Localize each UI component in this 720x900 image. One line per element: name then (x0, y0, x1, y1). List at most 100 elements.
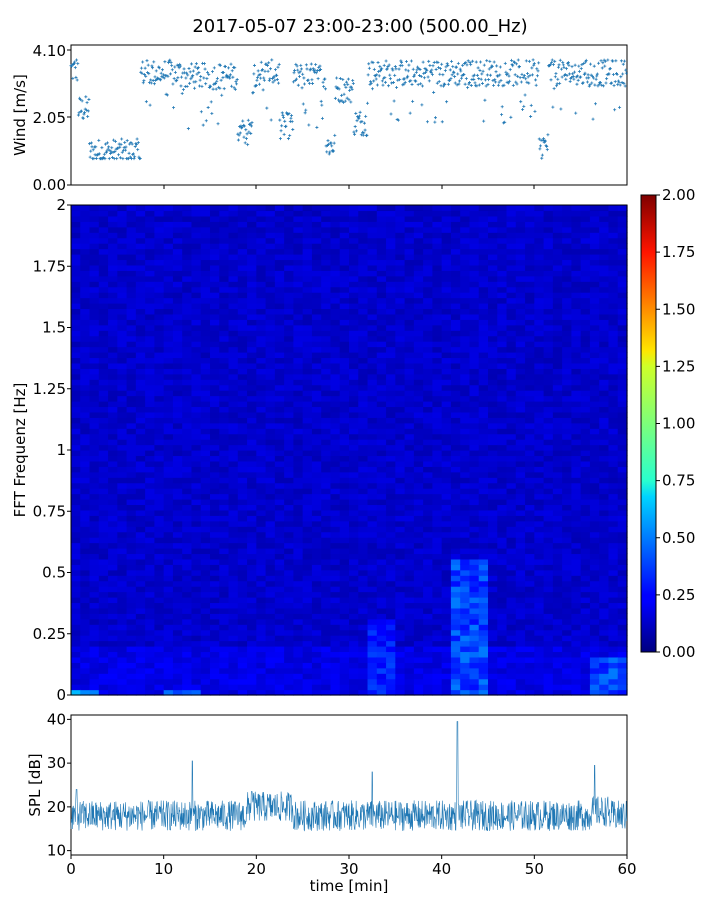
wind-point (88, 155, 92, 159)
wind-point (601, 61, 605, 65)
spectrogram-cell (210, 477, 220, 484)
spectrogram-cell (367, 313, 378, 320)
spectrogram-cell (349, 591, 359, 598)
wind-point (240, 125, 244, 129)
spectrogram-cell (80, 303, 91, 310)
spectrogram-cell (117, 275, 128, 282)
spectrogram-cell (386, 384, 396, 391)
spectrogram-cell (478, 586, 489, 593)
spectrogram-cell (450, 607, 461, 614)
spectrogram-cell (358, 401, 369, 408)
wind-point (186, 127, 190, 131)
spectrogram-cell (145, 607, 155, 614)
spectrogram-cell (469, 232, 480, 239)
spectrogram-cell (423, 281, 433, 288)
spectrogram-cell (376, 618, 387, 625)
spectrogram-cell (302, 341, 313, 348)
spectrogram-cell (321, 646, 332, 653)
spectrogram-cell (247, 275, 257, 282)
spectrogram-cell (71, 319, 81, 326)
spectrogram-cell (367, 558, 378, 565)
spectrogram-cell (311, 221, 322, 228)
spectrogram-cell (321, 341, 332, 348)
spectrogram-cell (117, 607, 128, 614)
spectrogram-cell (200, 335, 211, 342)
spectrogram-cell (423, 471, 433, 478)
spectrogram-cell (71, 591, 81, 598)
wind-point (311, 67, 315, 71)
spectrogram-cell (367, 226, 378, 233)
spectrogram-cell (478, 569, 489, 576)
spectrogram-cell (478, 341, 489, 348)
spectrogram-cell (237, 379, 248, 386)
spectrogram-cell (247, 243, 257, 250)
spectrogram-cell (126, 221, 137, 228)
wind-point (537, 61, 541, 65)
spectrogram-cell (358, 362, 369, 369)
wind-point (456, 72, 460, 76)
spectrogram-cell (339, 651, 350, 658)
spectrogram-cell (265, 352, 276, 359)
spectrogram-cell (108, 504, 118, 511)
spectrogram-cell (154, 515, 165, 522)
spectrogram-cell (469, 667, 480, 674)
spectrogram-cell (358, 226, 369, 233)
spectrogram-cell (200, 395, 211, 402)
spectrogram-cell (89, 586, 100, 593)
spectrogram-cell (163, 624, 174, 631)
wind-point (533, 109, 537, 113)
spectrogram-cell (98, 607, 109, 614)
spectrogram-cell (135, 330, 146, 337)
spectrogram-cell (469, 597, 480, 604)
spectrogram-cell (237, 450, 248, 457)
spectrogram-cell (191, 656, 202, 663)
spectrogram-cell (98, 401, 109, 408)
spectrogram-cell (302, 411, 313, 418)
spectrogram-cell (108, 308, 118, 315)
spectrogram-cell (311, 335, 322, 342)
spectrogram-cell (488, 575, 498, 582)
spectrogram-cell (293, 575, 304, 582)
spectrogram-cell (145, 640, 155, 647)
spectrogram-cell (330, 450, 341, 457)
wind-point (221, 76, 225, 80)
spectrogram-cell (302, 313, 313, 320)
spectrogram-cell (265, 439, 276, 446)
spectrogram-cell (302, 673, 313, 680)
wind-point (521, 76, 525, 80)
spectrogram-cell (210, 455, 220, 462)
spectrogram-cell (182, 488, 193, 495)
spectrogram-cell (358, 667, 369, 674)
spectrogram-cell (265, 346, 276, 353)
spectrogram-cell (386, 569, 396, 576)
wind-point (590, 81, 594, 85)
spectrogram-cell (358, 537, 369, 544)
wind-point (450, 73, 454, 77)
spectrogram-cell (172, 406, 183, 413)
spectrogram-cell (172, 226, 183, 233)
spectrogram-cell (145, 362, 155, 369)
spectrogram-cell (256, 493, 267, 500)
spectrogram-cell (432, 640, 443, 647)
spectrogram-cell (256, 411, 267, 418)
spectrogram-cell (404, 591, 415, 598)
spectrogram-cell (386, 548, 396, 555)
spectrogram-cell (71, 390, 81, 397)
spectrogram-cell (367, 275, 378, 282)
spectrogram-cell (256, 482, 267, 489)
spectrogram-cell (450, 254, 461, 261)
spectrogram-cell (395, 542, 406, 549)
wind-point (326, 139, 330, 143)
spectrogram-cell (274, 504, 285, 511)
wind-point (245, 132, 249, 136)
spectrogram-cell (172, 635, 183, 642)
spectrogram-cell (339, 439, 350, 446)
spectrogram-cell (210, 248, 220, 255)
spectrogram-cell (191, 357, 202, 364)
spectrogram-cell (200, 428, 211, 435)
spectrogram-cell (274, 433, 285, 440)
spectrogram-cell (367, 520, 378, 527)
spectrogram-cell (358, 466, 369, 473)
spectrogram-cell (358, 689, 369, 696)
spectrogram-cell (404, 635, 415, 642)
